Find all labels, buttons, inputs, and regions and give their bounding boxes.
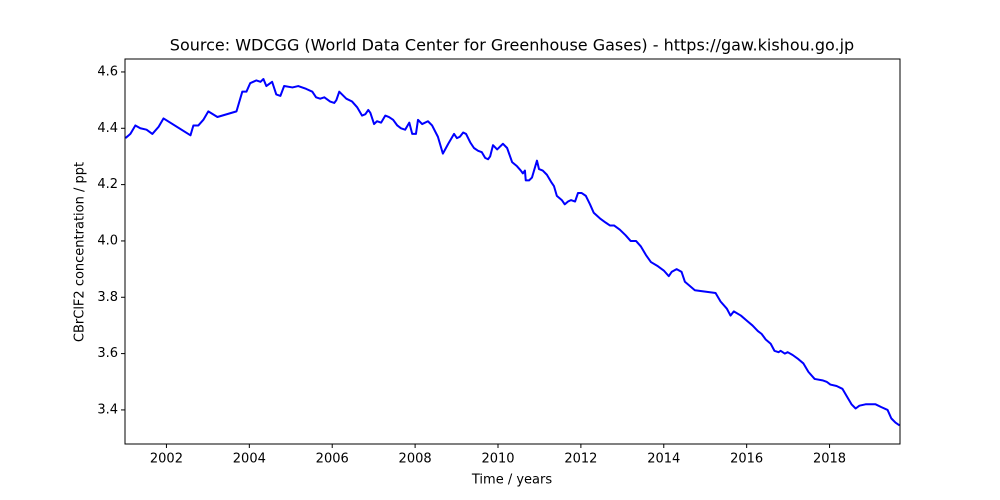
x-tick-label: 2002 [150,452,183,467]
y-tick-label: 3.6 [97,346,118,361]
y-tick-label: 3.4 [97,402,118,417]
x-tick-label: 2014 [647,452,680,467]
y-tick-label: 4.2 [97,177,118,192]
chart-title: Source: WDCGG (World Data Center for Gre… [170,36,854,55]
x-tick-label: 2006 [316,452,349,467]
y-tick-label: 4.4 [97,121,118,136]
x-tick-label: 2012 [564,452,597,467]
x-tick-label: 2018 [813,452,846,467]
x-tick-label: 2004 [233,452,266,467]
data-line [125,78,900,427]
x-tick-label: 2010 [481,452,514,467]
plot-frame [124,58,901,445]
y-tick-label: 3.8 [97,290,118,305]
y-tick-label: 4.0 [97,233,118,248]
y-axis-label: CBrClF2 concentration / ppt [73,162,88,342]
y-tick-label: 4.6 [97,64,118,79]
x-tick-label: 2016 [730,452,763,467]
x-tick-label: 2008 [399,452,432,467]
x-axis-label: Time / years [471,473,552,488]
